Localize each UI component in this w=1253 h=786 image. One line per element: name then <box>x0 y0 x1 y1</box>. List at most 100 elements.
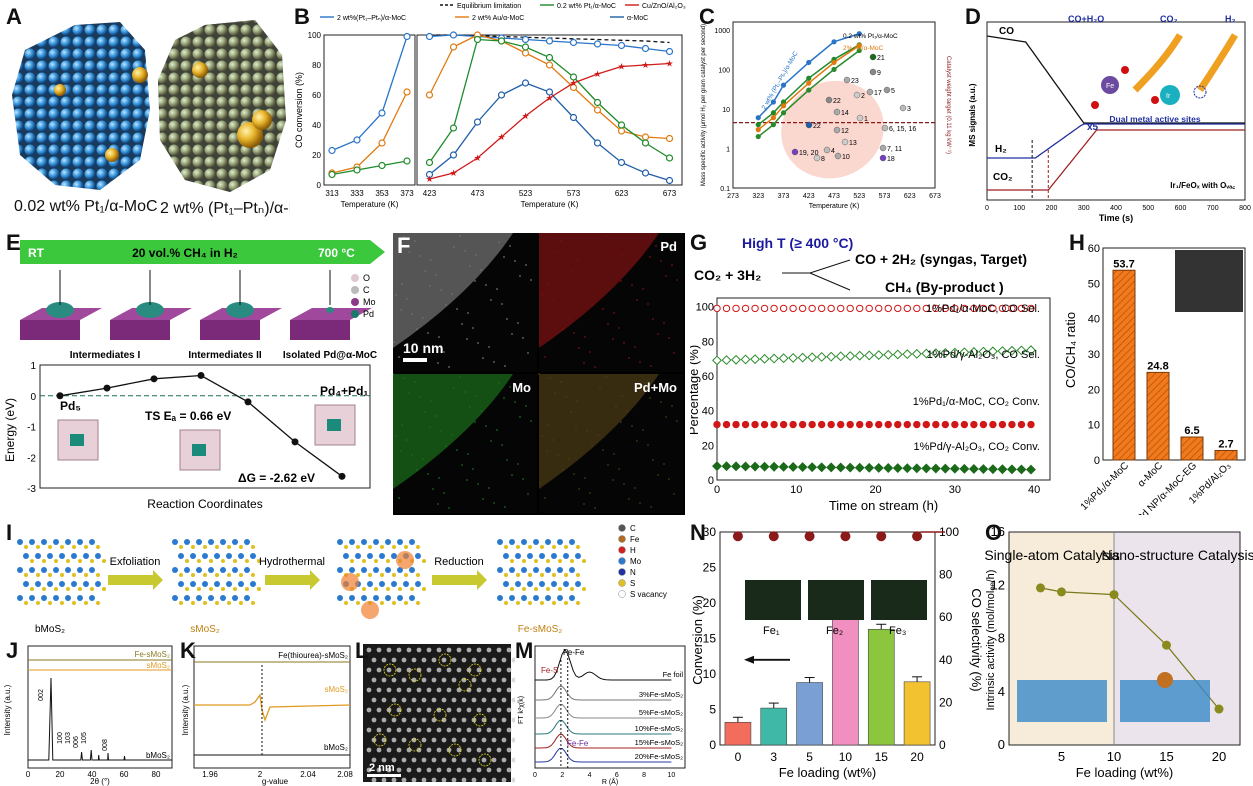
single-atom-marker <box>373 733 387 747</box>
data-point <box>731 461 741 472</box>
data-point <box>831 59 837 66</box>
lattice-atom <box>381 777 387 783</box>
noise-dot <box>403 236 405 238</box>
noise-dot <box>475 254 477 256</box>
panel-label-a: A <box>6 4 22 29</box>
lattice-atom <box>401 657 407 663</box>
s-atom <box>516 601 520 605</box>
data-point <box>770 115 776 121</box>
literature-point <box>869 68 877 76</box>
mo-atom <box>343 553 349 559</box>
lattice-atom <box>411 717 417 723</box>
lattice-atom <box>401 677 407 683</box>
literature-label: 22 <box>833 98 841 105</box>
s-atom <box>60 545 64 549</box>
lattice-atom <box>476 727 482 733</box>
data-point <box>903 420 911 429</box>
lattice-atom <box>421 677 427 683</box>
literature-label: 10 <box>842 154 850 161</box>
noise-dot <box>621 254 623 256</box>
data-point <box>826 462 837 473</box>
s-atom <box>356 601 360 605</box>
map-signal <box>539 374 659 489</box>
noise-dot <box>496 429 498 431</box>
x-tick-label: 1.96 <box>202 770 218 779</box>
data-point <box>789 420 797 429</box>
fe-inset-label: Fe₁ <box>763 625 780 637</box>
pd-model <box>70 434 84 446</box>
lattice-atom <box>451 757 457 763</box>
noise-dot <box>547 424 549 426</box>
lattice-atom <box>506 687 512 693</box>
mo-atom <box>379 581 385 587</box>
y-tick-label: 25 <box>703 561 717 575</box>
panel-label-f: F <box>397 233 411 258</box>
series-line-left <box>331 160 408 176</box>
s-atom <box>257 587 261 591</box>
single-atom-marker <box>408 738 422 752</box>
lattice-atom <box>506 667 512 673</box>
lattice-atom <box>441 677 447 683</box>
data-point <box>883 349 894 360</box>
noise-dot <box>547 283 549 285</box>
noise-dot <box>612 338 614 340</box>
lattice-atom <box>501 697 507 703</box>
noise-dot <box>517 463 519 465</box>
noise-dot <box>440 289 442 291</box>
lattice-atom <box>386 747 392 753</box>
noise-dot <box>456 449 458 451</box>
noise-dot <box>541 435 543 437</box>
x-axis-label: 2θ (°) <box>90 777 110 786</box>
data-point-star: ★ <box>593 69 601 79</box>
data-point-star: ★ <box>617 62 625 72</box>
data-point <box>831 39 837 45</box>
data-point <box>806 59 812 66</box>
noise-dot <box>429 285 431 287</box>
noise-dot <box>591 445 593 447</box>
mo-atom <box>65 539 71 545</box>
ir-label: Ir <box>1166 93 1171 100</box>
data-point <box>1016 345 1027 356</box>
legend-dot <box>618 579 626 587</box>
s-atom <box>516 545 520 549</box>
x-tick-label: 15 <box>1159 749 1173 764</box>
mo-atom <box>563 553 569 559</box>
panel-label-d: D <box>965 4 981 29</box>
noise-dot <box>514 260 516 262</box>
lattice-atom <box>496 707 502 713</box>
s-atom <box>96 601 100 605</box>
s-atom <box>179 545 183 549</box>
y-tick-label: 20 <box>703 596 717 610</box>
literature-point <box>805 121 813 129</box>
data-point <box>894 304 902 313</box>
data-point <box>403 88 411 96</box>
lattice-atom <box>496 687 502 693</box>
data-point <box>713 420 721 429</box>
data-point <box>827 304 835 313</box>
mo-atom <box>220 567 226 573</box>
data-point <box>425 91 434 99</box>
literature-label: 5 <box>891 88 895 95</box>
lattice-atom <box>471 677 477 683</box>
mo-atom <box>17 567 23 573</box>
lattice-atom <box>426 747 432 753</box>
noise-dot <box>597 293 599 295</box>
conversion-arrowhead <box>744 655 754 664</box>
bar <box>760 707 788 746</box>
mo-atom <box>244 567 250 573</box>
data-point-star: ★ <box>449 168 457 178</box>
mo-atom <box>83 581 89 587</box>
data-point <box>854 350 865 361</box>
data-point <box>873 350 884 361</box>
y-tick-label: 60 <box>1088 243 1100 255</box>
mo-atom <box>178 553 184 559</box>
co-ch4-ratio-chart: 0 10 20 30 40 50 60 CO/CH₄ ratio 53.7 1%Pd₁/α-MoC… <box>1065 243 1246 515</box>
x-tick-label: 2 <box>560 772 564 779</box>
data-point <box>780 82 787 88</box>
panel-g: G High T (≥ 400 °C) CO₂ + 3H₂ CO + 2H₂ (sy… <box>690 230 1065 515</box>
noise-dot <box>631 284 633 286</box>
noise-dot <box>649 397 651 399</box>
s-atom <box>203 573 207 577</box>
noise-dot <box>557 454 559 456</box>
mo-atom <box>337 595 343 601</box>
